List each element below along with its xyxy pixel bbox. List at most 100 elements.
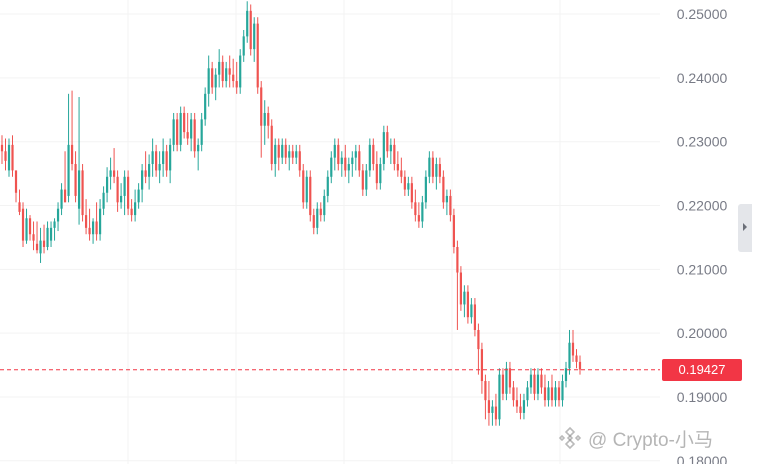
candle-body <box>21 208 25 241</box>
candle-body <box>270 125 273 165</box>
candle-body <box>200 119 203 145</box>
candle-body <box>165 151 168 171</box>
candle-body <box>501 374 505 394</box>
candle-body <box>95 221 98 235</box>
candle-body <box>330 157 333 177</box>
candle-body <box>302 170 305 203</box>
candle-body <box>358 151 361 171</box>
candle-body <box>77 170 81 209</box>
candle-body <box>172 119 175 145</box>
candle-body <box>102 192 105 209</box>
candle-body <box>67 144 70 196</box>
candle-body <box>225 68 228 82</box>
candle-body <box>484 381 487 401</box>
candle-body <box>239 55 242 88</box>
candle-body <box>442 176 445 203</box>
candle-body <box>274 144 277 165</box>
candle-body <box>386 132 389 152</box>
candle-body <box>246 10 249 37</box>
candle-body <box>105 176 109 193</box>
candle-body <box>365 170 368 190</box>
candle-body <box>134 202 137 216</box>
candle-body <box>235 81 238 88</box>
candle-body <box>526 387 529 401</box>
candle-body <box>354 151 357 158</box>
last-price-label: 0.19427 <box>662 358 742 381</box>
candle-body <box>56 208 60 222</box>
candle-body <box>84 215 88 228</box>
candle-body <box>533 374 536 394</box>
candle-body <box>491 406 494 413</box>
candle-body <box>28 218 32 235</box>
candle-body <box>389 144 392 152</box>
candle-body <box>340 157 343 165</box>
candle-body <box>403 176 406 190</box>
candle-body <box>88 227 91 235</box>
candle-body <box>498 374 501 420</box>
candle-body <box>463 291 466 305</box>
candle-body <box>578 361 582 370</box>
candle-body <box>323 195 326 216</box>
candle-body <box>60 189 63 209</box>
candle-body <box>32 234 35 241</box>
candle-body <box>91 221 95 235</box>
candle-body <box>179 112 182 145</box>
candle-body <box>232 74 235 82</box>
candle-body <box>98 208 102 235</box>
candle-body <box>421 202 424 222</box>
candle-body <box>183 112 186 133</box>
candle-body <box>295 151 298 158</box>
candle-body <box>417 215 420 222</box>
candle-body <box>344 157 347 171</box>
candle-body <box>298 151 301 171</box>
y-tick-label: 0.23000 <box>677 134 728 150</box>
candle-body <box>63 189 67 203</box>
candle-body <box>176 119 179 145</box>
candle-body <box>120 195 123 203</box>
candle-body <box>337 144 340 165</box>
candle-body <box>228 68 231 75</box>
candle-body <box>46 227 49 247</box>
candle-body <box>4 151 7 161</box>
candle-body <box>127 176 130 209</box>
candle-body <box>456 246 459 273</box>
candle-body <box>564 368 568 382</box>
candle-body <box>407 183 410 190</box>
candle-body <box>445 195 448 203</box>
y-tick-label: 0.21000 <box>677 261 728 277</box>
candle-body <box>221 61 224 82</box>
candle-body <box>536 374 540 394</box>
candle-body <box>438 164 441 177</box>
side-panel-toggle[interactable] <box>738 204 752 252</box>
y-tick-label: 0.24000 <box>677 70 728 86</box>
candle-body <box>186 132 189 139</box>
candle-body <box>571 342 575 356</box>
candle-body <box>333 144 336 158</box>
candle-body <box>319 208 322 216</box>
candle-body <box>190 119 193 139</box>
candle-body <box>431 157 434 177</box>
candle-body <box>35 243 39 251</box>
candle-body <box>130 208 133 216</box>
candle-body <box>242 36 245 56</box>
candle-body <box>193 119 196 152</box>
watermark-text: @ Crypto-小马 <box>588 429 713 451</box>
candle-body <box>162 151 165 165</box>
candle-body <box>277 144 280 158</box>
candle-body <box>0 144 4 152</box>
candle-body <box>81 170 84 216</box>
candle-body <box>204 93 207 120</box>
y-tick-label: 0.25000 <box>677 6 728 22</box>
candle-body <box>466 291 470 318</box>
candle-body <box>372 144 375 165</box>
candle-body <box>207 68 210 94</box>
candle-body <box>561 381 564 401</box>
candle-body <box>305 176 308 203</box>
candle-body <box>312 215 315 228</box>
candle-body <box>522 400 526 413</box>
candle-body <box>393 144 396 165</box>
candle-body <box>70 144 74 165</box>
candle-body <box>554 387 557 401</box>
